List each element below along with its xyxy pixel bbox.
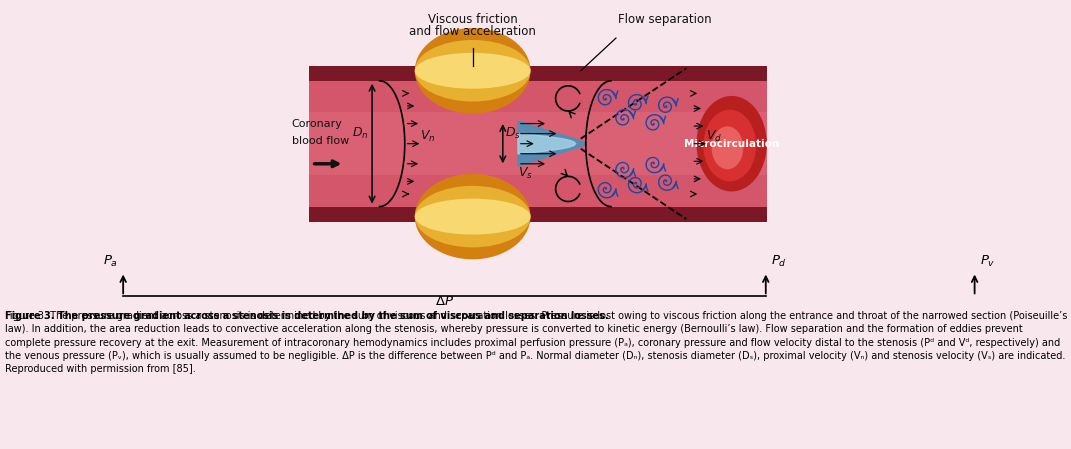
Text: Microcirculation: Microcirculation bbox=[684, 139, 780, 149]
Ellipse shape bbox=[704, 110, 756, 181]
Ellipse shape bbox=[414, 53, 530, 89]
Text: Flow separation: Flow separation bbox=[618, 13, 712, 26]
Text: blood flow: blood flow bbox=[291, 136, 349, 146]
Bar bbox=[310, 207, 767, 222]
Text: $P_a$: $P_a$ bbox=[103, 254, 118, 269]
Ellipse shape bbox=[696, 96, 767, 191]
Text: and flow acceleration: and flow acceleration bbox=[409, 25, 537, 38]
Text: $P_d$: $P_d$ bbox=[771, 254, 787, 269]
Text: $D_s$: $D_s$ bbox=[506, 126, 522, 141]
Text: $D_n$: $D_n$ bbox=[351, 126, 368, 141]
Text: Viscous friction: Viscous friction bbox=[427, 13, 517, 26]
Ellipse shape bbox=[414, 28, 530, 114]
Ellipse shape bbox=[414, 174, 530, 260]
Bar bbox=[310, 81, 767, 207]
Text: $\Delta P$: $\Delta P$ bbox=[435, 295, 454, 308]
Polygon shape bbox=[518, 133, 575, 154]
Ellipse shape bbox=[414, 186, 530, 247]
Bar bbox=[310, 66, 767, 81]
Ellipse shape bbox=[414, 40, 530, 101]
Text: Coronary: Coronary bbox=[291, 119, 343, 128]
Ellipse shape bbox=[711, 126, 743, 169]
Ellipse shape bbox=[414, 198, 530, 234]
Text: $V_d$: $V_d$ bbox=[707, 128, 723, 144]
Text: $P_v$: $P_v$ bbox=[980, 254, 996, 269]
Text: $V_s$: $V_s$ bbox=[518, 166, 533, 181]
Bar bbox=[310, 112, 767, 175]
Text: $V_n$: $V_n$ bbox=[420, 128, 435, 144]
Polygon shape bbox=[518, 121, 586, 166]
Text: Figure 3. The pressure gradient across a stenosis is determined by the sum of vi: Figure 3. The pressure gradient across a… bbox=[5, 311, 609, 321]
Text: Figure 3. The pressure gradient across a stenosis is determined by the sum of vi: Figure 3. The pressure gradient across a… bbox=[5, 311, 1068, 374]
